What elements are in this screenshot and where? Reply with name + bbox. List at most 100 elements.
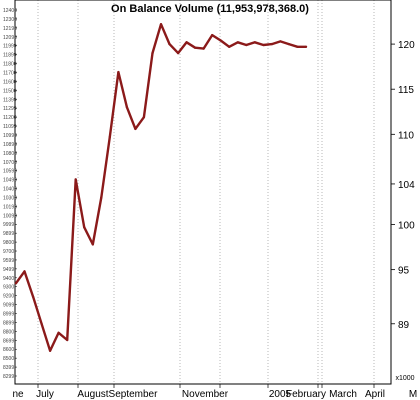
left-tick-label: 11200 bbox=[3, 115, 17, 121]
obv-data-point bbox=[57, 331, 60, 334]
obv-data-point bbox=[14, 282, 18, 285]
left-tick-label: 12300 bbox=[3, 17, 17, 23]
obv-data-point bbox=[117, 71, 120, 74]
left-tick-label: 10999 bbox=[3, 133, 17, 139]
left-tick-label: 8999 bbox=[3, 312, 14, 318]
left-tick-label: 10599 bbox=[3, 169, 17, 175]
x-tick-label: 2005 bbox=[269, 389, 292, 400]
right-tick-label: 110 bbox=[398, 130, 414, 141]
left-tick-label: 8600 bbox=[3, 347, 14, 353]
obv-data-point bbox=[23, 270, 26, 273]
x-tick-label: September bbox=[109, 389, 159, 400]
obv-data-point bbox=[211, 34, 214, 37]
left-tick-label: 12099 bbox=[3, 35, 17, 41]
left-tick-label: 11600 bbox=[3, 79, 17, 85]
left-tick-label: 11700 bbox=[3, 70, 17, 76]
right-axis-multiplier: x1000 bbox=[395, 375, 414, 382]
right-axis: 120 115 110 104 100 95 89 bbox=[391, 40, 415, 331]
left-tick-label: 9200 bbox=[3, 294, 14, 300]
right-tick-label: 95 bbox=[398, 266, 410, 277]
obv-data-point bbox=[66, 338, 69, 342]
obv-data-point bbox=[83, 226, 86, 229]
left-tick-label: 11800 bbox=[3, 62, 17, 68]
left-tick-label: 9499 bbox=[3, 267, 14, 273]
left-tick-label: 10800 bbox=[3, 151, 17, 157]
x-tick-label: November bbox=[182, 389, 229, 400]
chart-title: On Balance Volume (11,953,978,368.0) bbox=[111, 3, 309, 15]
obv-data-point bbox=[228, 45, 231, 48]
obv-data-point bbox=[287, 43, 290, 46]
obv-data-point bbox=[49, 349, 52, 352]
left-tick-label: 10700 bbox=[3, 160, 17, 166]
obv-data-point bbox=[304, 45, 308, 48]
left-tick-label: 9899 bbox=[3, 231, 14, 237]
left-tick-label: 12199 bbox=[3, 26, 17, 32]
left-tick-label: 11399 bbox=[3, 97, 17, 103]
left-tick-label: 9999 bbox=[3, 222, 14, 228]
obv-data-point bbox=[279, 40, 282, 43]
obv-data-point bbox=[168, 43, 171, 46]
left-tick-label: 9800 bbox=[3, 240, 14, 246]
left-tick-label: 8500 bbox=[3, 356, 14, 362]
x-tick-label: February bbox=[286, 389, 326, 400]
obv-data-point bbox=[125, 106, 128, 109]
obv-data-point bbox=[91, 243, 94, 246]
obv-data-point bbox=[185, 41, 188, 44]
right-tick-label: 120 bbox=[398, 40, 415, 51]
left-tick-label: 10099 bbox=[3, 213, 17, 219]
obv-data-point bbox=[296, 45, 299, 48]
obv-data-point bbox=[40, 322, 43, 325]
right-tick-label: 104 bbox=[398, 180, 415, 191]
x-tick-label: August bbox=[77, 389, 108, 400]
left-tick-label: 9700 bbox=[3, 249, 14, 255]
x-tick-label: July bbox=[36, 389, 54, 400]
left-tick-label: 8699 bbox=[3, 338, 14, 344]
obv-data-point bbox=[31, 295, 35, 298]
plot-frame bbox=[14, 0, 392, 385]
obv-data-point bbox=[151, 52, 154, 55]
obv-data-point bbox=[245, 43, 248, 47]
left-tick-label: 10199 bbox=[3, 204, 17, 210]
right-tick-label: 100 bbox=[398, 221, 415, 232]
left-tick-label: 9099 bbox=[3, 303, 14, 309]
left-tick-label: 8800 bbox=[3, 329, 14, 335]
obv-data-point bbox=[108, 135, 111, 139]
left-tick-label: 8899 bbox=[3, 320, 14, 326]
obv-data-point bbox=[202, 47, 205, 50]
x-tick-label: April bbox=[365, 389, 385, 400]
left-tick-label: 9400 bbox=[3, 276, 14, 282]
x-axis: ne July August September November 2005Februar… bbox=[12, 384, 417, 400]
obv-data-point bbox=[134, 127, 137, 130]
right-tick-label: 89 bbox=[398, 320, 410, 331]
left-tick-label: 10400 bbox=[3, 187, 17, 193]
left-tick-label: 11099 bbox=[3, 124, 17, 130]
obv-data-point bbox=[142, 116, 145, 119]
left-tick-label: 8299 bbox=[3, 374, 14, 380]
obv-data-point bbox=[270, 43, 273, 46]
left-tick-label: 10499 bbox=[3, 178, 17, 184]
obv-data-point bbox=[253, 41, 256, 44]
obv-data-point bbox=[194, 46, 197, 49]
obv-data-point bbox=[236, 41, 239, 44]
obv-data-point bbox=[262, 43, 265, 47]
obv-data-point bbox=[177, 52, 180, 55]
obv-data-point bbox=[74, 178, 77, 181]
left-tick-label: 9300 bbox=[3, 285, 14, 291]
left-tick-label: 11999 bbox=[3, 44, 17, 50]
left-tick-label: 11500 bbox=[3, 88, 17, 94]
x-tick-label: M bbox=[409, 389, 417, 400]
left-tick-label: 10300 bbox=[3, 195, 17, 201]
x-tick-label: March bbox=[329, 389, 357, 400]
obv-data-point bbox=[159, 23, 163, 26]
left-tick-label: 9599 bbox=[3, 258, 14, 264]
obv-data-point bbox=[100, 196, 103, 199]
left-tick-label: 8399 bbox=[3, 365, 14, 371]
left-tick-label: 11899 bbox=[3, 53, 17, 59]
left-tick-label: 10899 bbox=[3, 142, 17, 148]
x-tick-label: ne bbox=[12, 389, 24, 400]
obv-data-point bbox=[219, 39, 222, 42]
left-tick-label: 11299 bbox=[3, 106, 17, 112]
right-tick-label: 115 bbox=[398, 85, 414, 96]
